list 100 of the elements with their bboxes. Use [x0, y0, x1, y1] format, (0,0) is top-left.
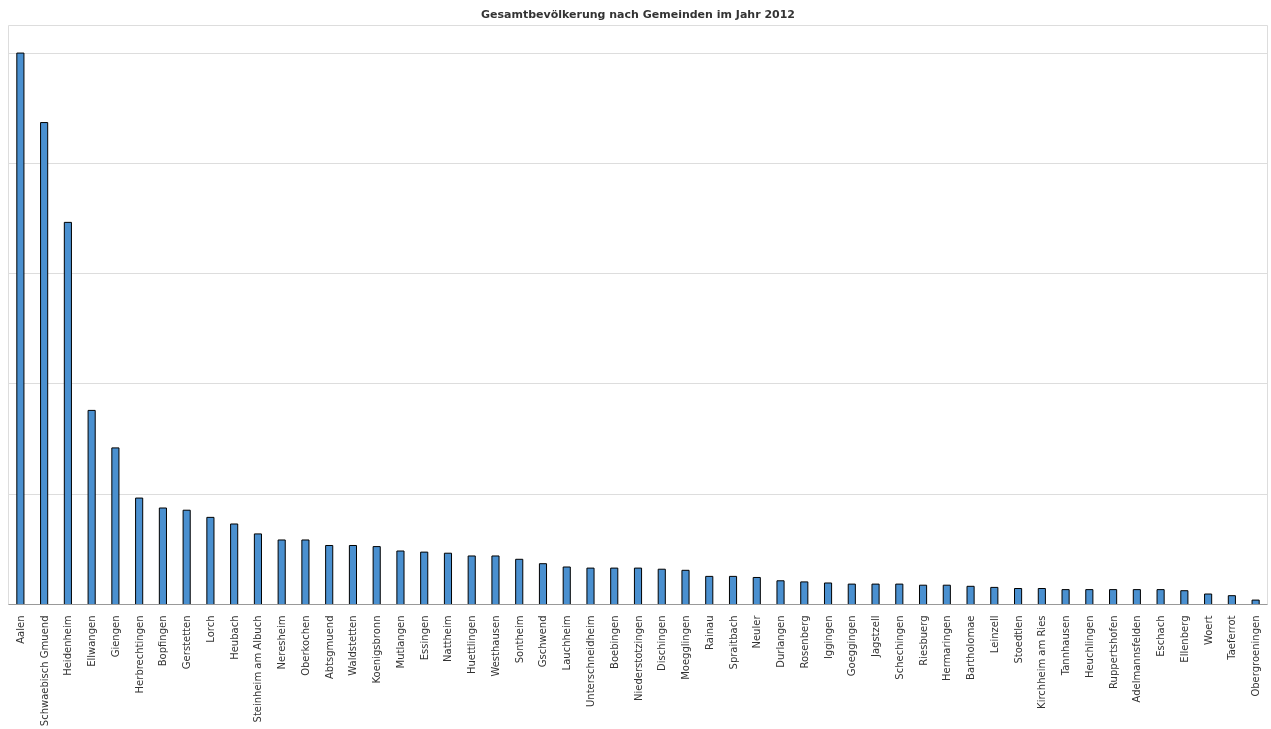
x-tick-label: Waldstetten	[347, 615, 359, 676]
x-tick-label: Sontheim	[513, 615, 525, 664]
x-tick-label: Spraitbach	[727, 615, 739, 670]
bar	[277, 539, 286, 605]
x-tick-label: Oberkochen	[299, 615, 311, 676]
x-tick-label: Moegglingen	[680, 615, 692, 680]
bar	[705, 575, 714, 605]
x-tick-label: Jagstzell	[870, 615, 882, 659]
x-tick-label: Unterschneidheim	[584, 615, 596, 708]
bar	[1109, 589, 1118, 605]
bar	[1037, 588, 1046, 605]
x-tick-label: Steinheim am Albuch	[252, 615, 264, 723]
bar	[230, 523, 239, 605]
bar	[1251, 599, 1260, 605]
x-tick-label: Lauchheim	[561, 615, 573, 671]
x-tick-label: Woert	[1202, 615, 1214, 646]
x-tick-label: Giengen	[109, 615, 121, 658]
x-tick-label: Huettlingen	[466, 615, 478, 675]
bar	[443, 552, 453, 605]
x-tick-label: Ellenberg	[1178, 615, 1190, 663]
x-tick-label: Obergroeningen	[1250, 615, 1262, 697]
bar	[918, 584, 928, 605]
x-tick-label: Heidenheim	[62, 615, 74, 676]
bar	[871, 583, 880, 605]
bar	[1204, 593, 1213, 605]
x-tick-label: Stoedtlen	[1012, 615, 1024, 664]
bar	[776, 580, 785, 605]
bar	[420, 551, 429, 605]
bar	[325, 545, 334, 605]
x-tick-label: Koenigsbronn	[371, 615, 383, 684]
x-tick-label: Mutlangen	[394, 615, 406, 669]
chart-title: Gesamtbevölkerung nach Gemeinden im Jahr 2012	[481, 7, 796, 21]
bar	[1227, 595, 1236, 605]
bar	[182, 509, 191, 605]
x-tick-label: Bopfingen	[157, 615, 169, 667]
x-tick-label: Leinzell	[988, 615, 1000, 654]
bar	[800, 581, 809, 605]
bar	[1014, 588, 1023, 605]
bar	[1156, 589, 1165, 605]
bar	[40, 122, 49, 605]
x-tick-label: Lorch	[204, 615, 216, 643]
x-tick-label: Goeggingen	[846, 615, 858, 677]
x-tick-label: Hermaringen	[941, 615, 953, 682]
bar	[728, 575, 738, 605]
x-tick-label: Eschach	[1155, 615, 1167, 657]
x-tick-label: Tannhausen	[1060, 615, 1072, 677]
bar	[467, 555, 476, 605]
bar	[610, 567, 619, 605]
x-tick-label: Niederstotzingen	[632, 615, 644, 701]
bar	[990, 586, 999, 605]
x-tick-label: Heubach	[228, 615, 240, 660]
bar	[16, 52, 25, 605]
x-tick-label: Dischingen	[656, 615, 668, 671]
bar	[942, 584, 951, 605]
bar	[1085, 589, 1094, 605]
x-tick-label: Heuchlingen	[1083, 615, 1095, 679]
x-tick-label: Adelmannsfelden	[1131, 615, 1143, 703]
x-tick-label: Neresheim	[276, 615, 288, 670]
x-tick-label: Iggingen	[822, 615, 834, 660]
bar	[586, 567, 595, 605]
x-tick-label: Aalen	[14, 615, 26, 644]
x-tick-label: Gschwend	[537, 615, 549, 668]
bar	[515, 558, 524, 605]
bar	[847, 583, 856, 605]
bar	[538, 563, 548, 605]
x-tick-label: Schechingen	[893, 615, 905, 680]
bar	[87, 409, 96, 605]
bar	[111, 447, 120, 605]
x-tick-label: Ellwangen	[86, 615, 98, 667]
bar	[633, 567, 643, 605]
bar	[752, 576, 761, 605]
bar	[966, 585, 975, 605]
x-tick-label: Rainau	[703, 615, 715, 650]
bar	[63, 221, 72, 605]
bar	[1132, 589, 1141, 605]
bar	[1180, 590, 1189, 605]
bar	[1061, 589, 1070, 605]
x-tick-label: Gerstetten	[181, 615, 193, 670]
x-tick-label: Essingen	[418, 615, 430, 661]
bar	[301, 539, 310, 605]
bar	[396, 550, 405, 605]
x-tick-label: Boebingen	[608, 615, 620, 669]
x-tick-label: Abtsgmuend	[323, 615, 335, 680]
x-tick-label: Riesbuerg	[917, 615, 929, 666]
bar	[823, 582, 833, 605]
x-tick-label: Nattheim	[442, 615, 454, 662]
bar	[657, 568, 666, 605]
bar	[135, 497, 144, 605]
bar	[895, 583, 904, 605]
x-tick-label: Bartholomae	[965, 615, 977, 680]
x-tick-label: Taeferrot	[1226, 615, 1238, 661]
bar	[348, 545, 358, 605]
bar	[206, 516, 215, 605]
bar	[681, 569, 690, 605]
bar	[372, 546, 381, 605]
x-tick-label: Durlangen	[775, 615, 787, 668]
x-tick-label: Herbrechtingen	[133, 615, 145, 694]
x-tick-label: Rosenberg	[798, 615, 810, 669]
x-tick-label: Westhausen	[489, 615, 501, 677]
bar	[491, 555, 500, 605]
